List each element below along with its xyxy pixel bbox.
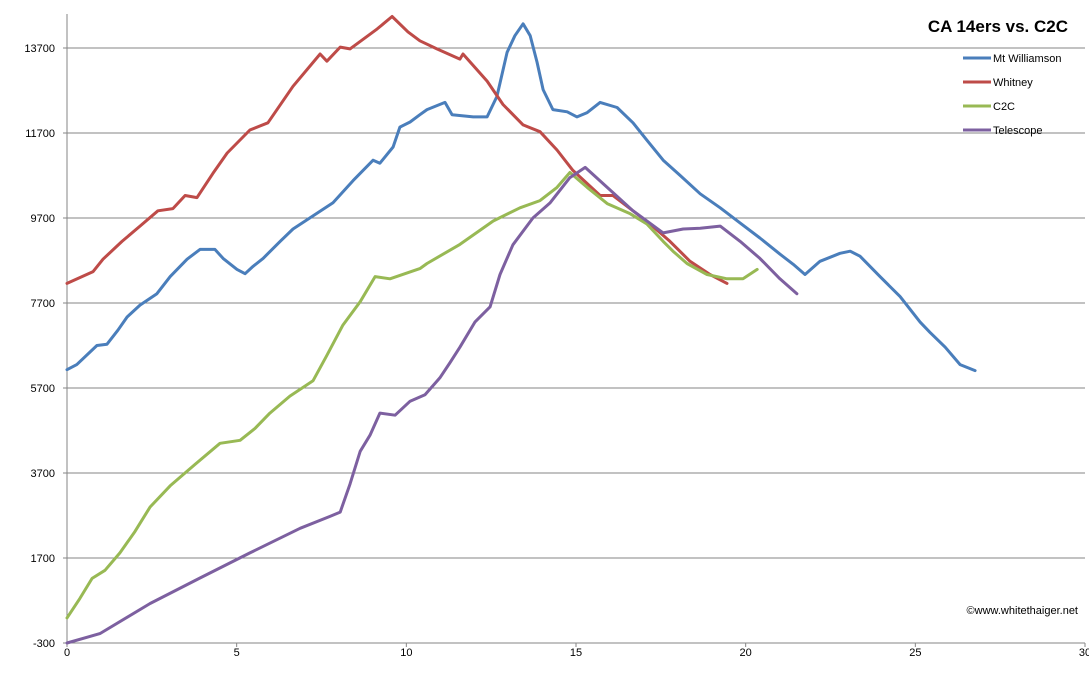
y-tick-label: 5700 xyxy=(31,383,55,395)
y-tick-label: 9700 xyxy=(31,213,55,225)
series-line-whitney xyxy=(65,15,729,285)
y-tick-label: 11700 xyxy=(25,128,55,140)
x-tick-label: 0 xyxy=(64,647,70,659)
series-line-mt-williamson xyxy=(65,22,977,373)
x-tick-label: 5 xyxy=(234,647,240,659)
chart-title: CA 14ers vs. C2C xyxy=(928,17,1068,36)
legend-label: Whitney xyxy=(993,77,1033,89)
series-lines xyxy=(65,15,977,645)
series-line-telescope xyxy=(65,165,799,645)
axes xyxy=(63,14,1086,647)
x-tick-label: 25 xyxy=(909,647,921,659)
legend-label: C2C xyxy=(993,101,1015,113)
x-tick-label: 20 xyxy=(740,647,752,659)
y-tick-labels: -300 1700 3700 5700 7700 9700 11700 13700 xyxy=(24,43,55,650)
x-tick-label: 30 xyxy=(1079,647,1089,659)
x-tick-label: 15 xyxy=(570,647,582,659)
y-tick-label: 1700 xyxy=(31,553,55,565)
legend-label: Telescope xyxy=(993,125,1043,137)
x-tick-labels: 0 5 10 15 20 25 30 xyxy=(64,647,1089,659)
legend: Mt Williamson Whitney C2C Telescope xyxy=(963,53,1061,137)
y-tick-label: 13700 xyxy=(24,43,55,55)
series-line-c2c xyxy=(65,171,759,620)
y-tick-label: 3700 xyxy=(31,468,55,480)
watermark: ©www.whitethaiger.net xyxy=(967,605,1078,617)
x-tick-label: 10 xyxy=(400,647,412,659)
y-tick-label: 7700 xyxy=(31,298,55,310)
y-tick-label: -300 xyxy=(33,638,55,650)
legend-label: Mt Williamson xyxy=(993,53,1061,65)
gridlines xyxy=(67,47,1085,559)
